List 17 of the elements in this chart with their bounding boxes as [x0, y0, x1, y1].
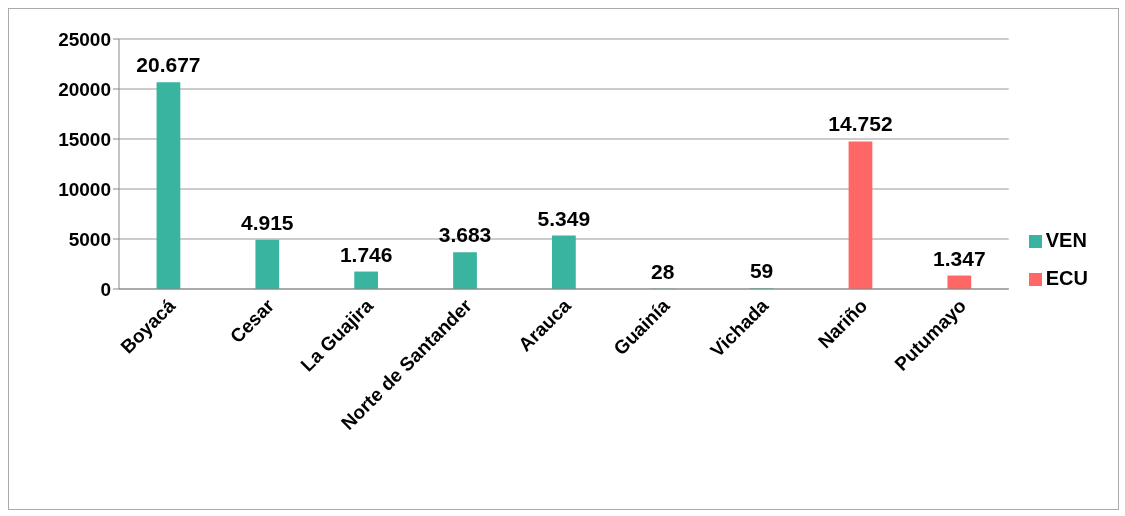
data-label: 3.683 — [438, 223, 492, 247]
y-tick-label: 10000 — [58, 178, 111, 200]
legend-label: VEN — [1045, 229, 1087, 251]
data-label: 4.915 — [241, 210, 294, 234]
data-label: 14.752 — [828, 112, 893, 136]
data-label: 1.746 — [339, 242, 393, 266]
y-tick-label: 15000 — [58, 128, 111, 150]
y-tick-label: 25000 — [58, 28, 111, 50]
data-label: 1.347 — [933, 246, 986, 270]
legend-label: ECU — [1045, 267, 1088, 289]
y-tick-label: 0 — [100, 278, 111, 300]
data-label: 59 — [749, 259, 774, 283]
y-tick-label: 20000 — [58, 78, 111, 100]
data-label: 5.349 — [537, 206, 591, 230]
data-label: 20.677 — [136, 53, 201, 77]
y-tick-label: 5000 — [68, 228, 111, 250]
data-label: 28 — [651, 259, 675, 283]
